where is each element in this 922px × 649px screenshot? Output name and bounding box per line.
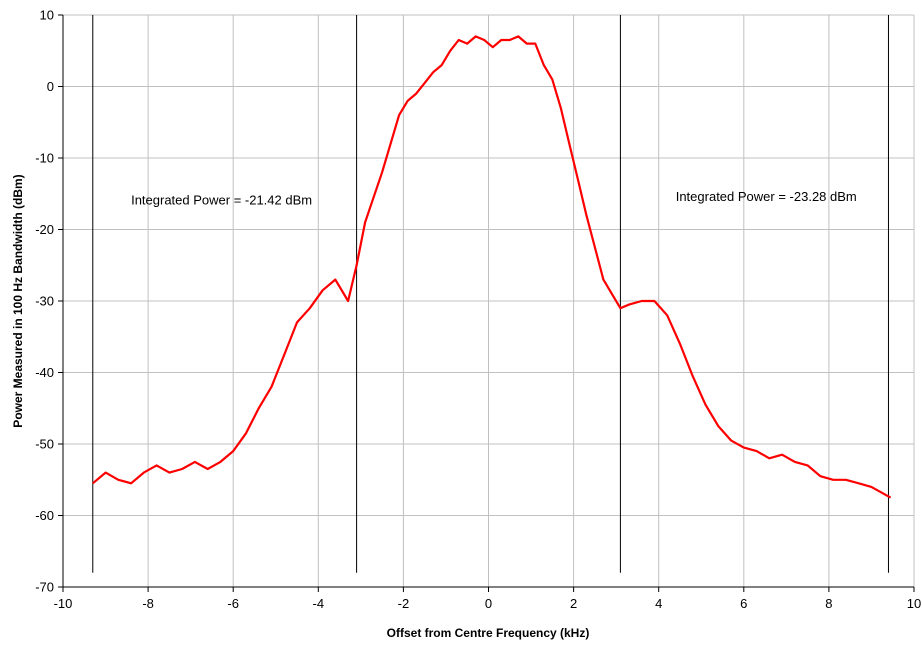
x-axis-title: Offset from Centre Frequency (kHz) — [387, 626, 590, 640]
x-tick-label: 8 — [825, 596, 832, 611]
x-tick-label: 0 — [485, 596, 492, 611]
y-tick-label: -60 — [35, 508, 54, 523]
x-tick-label: -8 — [142, 596, 154, 611]
x-tick-label: 2 — [570, 596, 577, 611]
y-tick-label: -50 — [35, 437, 54, 452]
x-tick-label: -4 — [313, 596, 325, 611]
y-tick-label: -20 — [35, 222, 54, 237]
y-tick-label: -40 — [35, 365, 54, 380]
x-tick-label: 4 — [655, 596, 662, 611]
x-tick-label: -6 — [227, 596, 239, 611]
y-tick-label: -10 — [35, 151, 54, 166]
x-tick-label: 10 — [907, 596, 921, 611]
power-spectrum-line — [92, 35, 892, 499]
x-tick-label: 6 — [740, 596, 747, 611]
y-tick-label: 0 — [47, 79, 54, 94]
integrated-power-annotation: Integrated Power = -23.28 dBm — [676, 189, 857, 204]
x-tick-label: -10 — [54, 596, 73, 611]
y-tick-label: -30 — [35, 294, 54, 309]
y-axis-title: Power Measured in 100 Hz Bandwidth (dBm) — [11, 174, 25, 427]
y-tick-label: -70 — [35, 580, 54, 595]
y-tick-label: 10 — [40, 8, 54, 23]
integrated-power-annotation: Integrated Power = -21.42 dBm — [131, 192, 312, 207]
x-tick-label: -2 — [398, 596, 410, 611]
